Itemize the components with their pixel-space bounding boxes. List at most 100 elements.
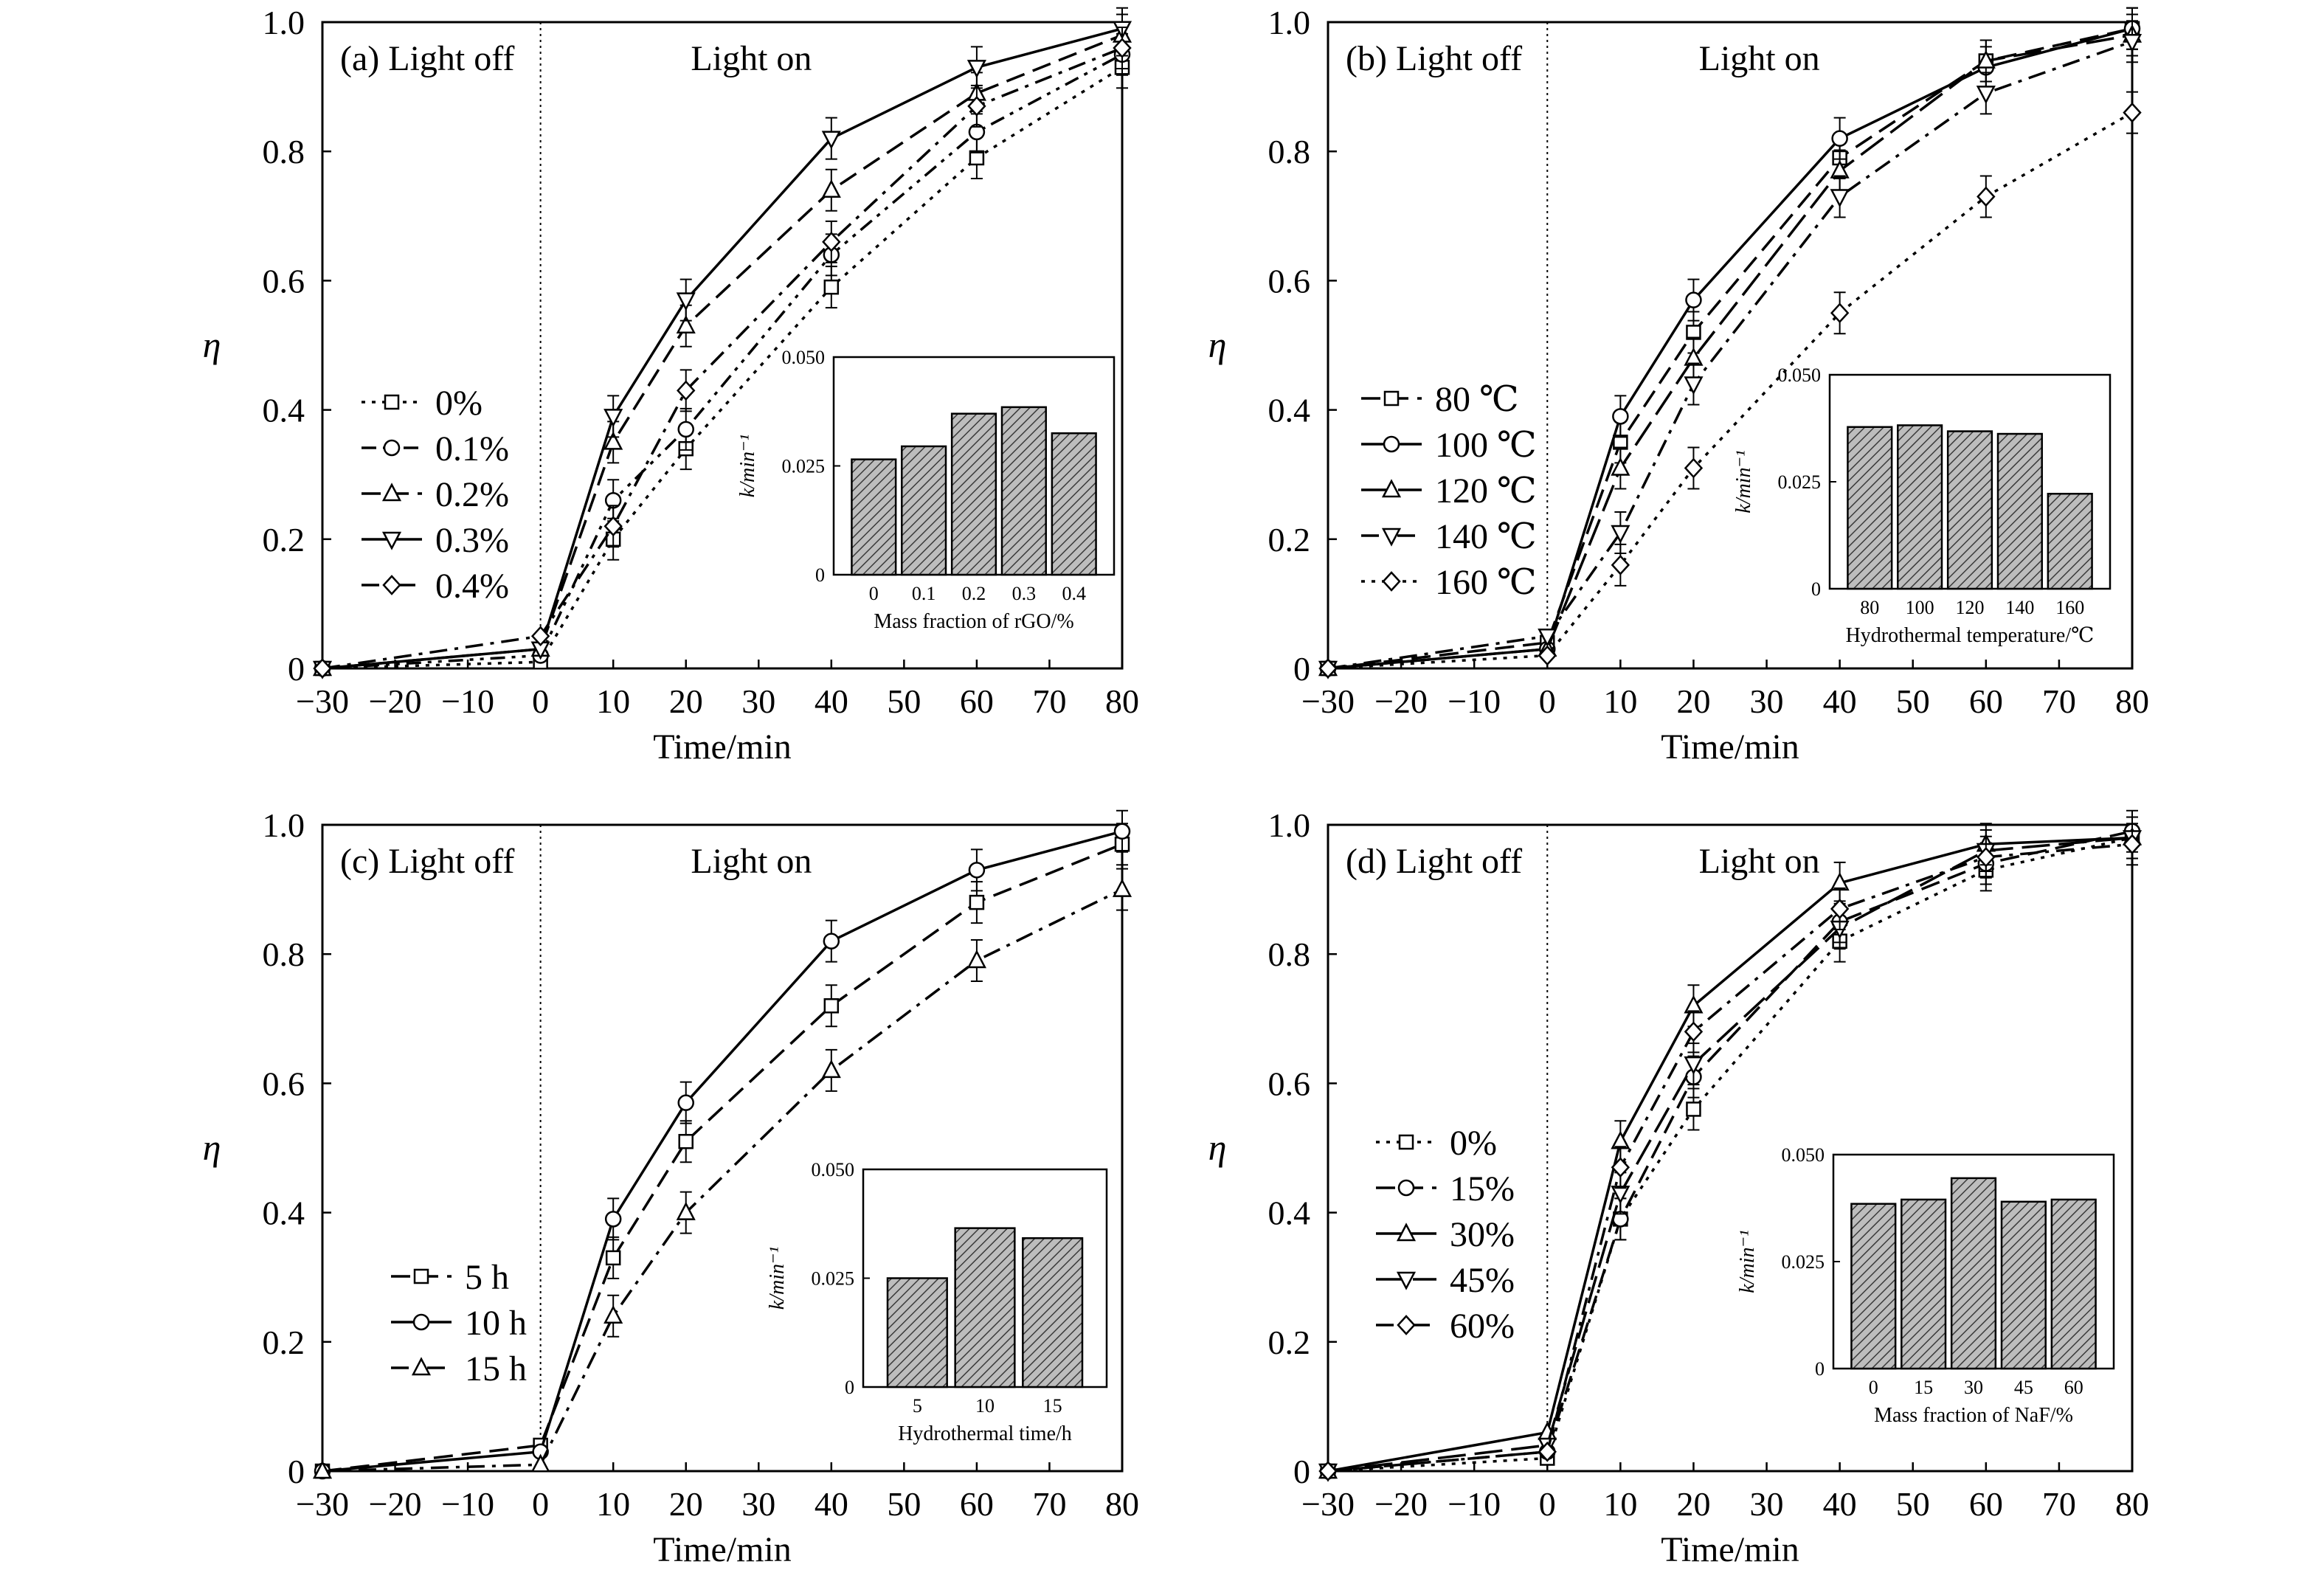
series-line	[1327, 830, 2133, 1473]
x-tick-label: −10	[441, 1485, 494, 1523]
inset-x-tick-label: 45	[2014, 1377, 2033, 1398]
y-tick-label: 1.0	[1268, 4, 1311, 41]
y-tick-label: 0.2	[1268, 1324, 1311, 1361]
data-point	[605, 1250, 621, 1266]
panel-label: (a) Light off	[340, 39, 514, 78]
data-point	[1611, 457, 1630, 476]
data-point	[676, 292, 696, 311]
x-tick-label: −30	[296, 682, 349, 720]
legend-marker	[411, 1357, 432, 1376]
x-tick-label: 10	[1603, 682, 1637, 720]
inset-x-tick-label: 140	[2005, 597, 2034, 618]
data-point	[677, 421, 694, 438]
data-point	[1538, 1441, 1557, 1462]
x-tick-label: 20	[1676, 1485, 1710, 1523]
x-tick-label: 80	[2115, 1485, 2149, 1523]
data-point	[1977, 186, 1996, 207]
legend-marker	[1398, 1134, 1414, 1150]
legend-marker	[1381, 528, 1402, 547]
inset-bar	[1946, 430, 1993, 590]
plot-frame	[321, 823, 1124, 1473]
x-tick-label: −10	[1448, 1485, 1501, 1523]
inset-y-tick-label: 0.050	[1778, 364, 1822, 386]
inset-y-tick-label: 0	[845, 1377, 854, 1398]
data-point	[604, 1305, 623, 1324]
inset-bar	[1847, 426, 1893, 590]
inset-x-tick-label: 0.3	[1012, 583, 1037, 604]
data-point	[1611, 1157, 1630, 1178]
panel-label: (d) Light off	[1346, 842, 1522, 881]
inset-bar-chart: 0 0.025 0.050 80 100 120 140 160 Hydrothermal te…	[1732, 364, 2112, 647]
data-point	[1612, 408, 1629, 425]
data-point	[1538, 628, 1557, 647]
legend-label: 0%	[435, 384, 483, 423]
inset-bar	[1850, 1203, 1897, 1370]
inset-bar	[1996, 432, 2043, 590]
y-axis-label: η	[1208, 1127, 1227, 1168]
legend-marker	[381, 483, 402, 502]
data-point	[1684, 376, 1704, 395]
data-point	[604, 516, 623, 537]
y-tick-label: 0	[1293, 650, 1310, 688]
inset-y-tick-label: 0	[815, 564, 825, 586]
x-tick-label: 30	[1750, 1485, 1784, 1523]
panel-label: (c) Light off	[340, 842, 514, 881]
legend-label: 80 ℃	[1435, 380, 1519, 419]
data-point	[966, 60, 986, 79]
y-tick-label: 0.6	[1268, 262, 1311, 300]
data-point	[604, 1211, 622, 1228]
y-tick-label: 0.4	[1268, 1194, 1311, 1232]
x-tick-label: 50	[1896, 682, 1930, 720]
inset-x-tick-label: 30	[1964, 1377, 1983, 1398]
inset-x-tick-label: 0	[1869, 1377, 1878, 1398]
x-tick-label: −20	[1374, 682, 1428, 720]
y-tick-label: 0	[288, 650, 305, 688]
inset-bar	[851, 458, 897, 576]
legend-label: 0.4%	[435, 567, 509, 606]
x-tick-label: 10	[1603, 1485, 1637, 1523]
legend-label: 120 ℃	[1435, 471, 1537, 511]
inset-bar	[886, 1277, 948, 1388]
data-point	[1684, 1021, 1704, 1042]
x-tick-label: 70	[1032, 682, 1066, 720]
inset-x-tick-label: 10	[975, 1395, 995, 1417]
data-point	[312, 1460, 333, 1479]
x-axis-label: Time/min	[1661, 727, 1799, 767]
y-tick-label: 0.8	[1268, 935, 1311, 973]
data-point	[677, 1094, 694, 1111]
data-point	[823, 933, 840, 950]
series-4	[1318, 91, 2142, 679]
inset-bar	[901, 445, 947, 576]
legend-marker	[1383, 390, 1400, 407]
legend-marker	[1382, 571, 1401, 592]
chart-panel-d: −30 −20 −10 0 10 20 30 40 50 60 70 80 0 0.2 0.4 0.6 0.8 1…	[1208, 806, 2149, 1569]
x-tick-label: 10	[596, 682, 630, 720]
inset-x-axis-label: Mass fraction of NaF/%	[1874, 1404, 2073, 1427]
x-tick-label: −30	[1301, 1485, 1355, 1523]
x-tick-label: 60	[960, 1485, 994, 1523]
x-tick-label: 20	[1676, 682, 1710, 720]
legend-label: 15 h	[465, 1349, 527, 1388]
x-tick-label: 40	[1823, 682, 1857, 720]
inset-y-tick-label: 0.025	[812, 1268, 855, 1290]
inset-x-tick-label: 15	[1914, 1377, 1933, 1398]
data-point	[677, 380, 696, 401]
inset-bar	[954, 1227, 1016, 1388]
legend-label: 5 h	[465, 1258, 509, 1297]
legend-label: 0.3%	[435, 521, 509, 560]
x-tick-label: 40	[1823, 1485, 1857, 1523]
data-point	[604, 409, 623, 428]
y-tick-label: 0.8	[263, 133, 305, 170]
inset-x-tick-label: 0.4	[1062, 583, 1086, 604]
data-point	[1684, 1056, 1704, 1075]
legend-label: 0.2%	[435, 475, 509, 514]
legend: 0% 15% 30% 45% 60%	[1376, 1124, 1515, 1346]
inset-x-tick-label: 100	[1906, 597, 1934, 618]
inset-bar	[1901, 1198, 1947, 1370]
inset-x-tick-label: 120	[1956, 597, 1985, 618]
data-point	[823, 279, 840, 295]
inset-bar	[950, 412, 997, 576]
x-tick-label: 0	[532, 1485, 549, 1523]
plot-frame	[1327, 21, 2134, 670]
data-point	[968, 862, 986, 879]
